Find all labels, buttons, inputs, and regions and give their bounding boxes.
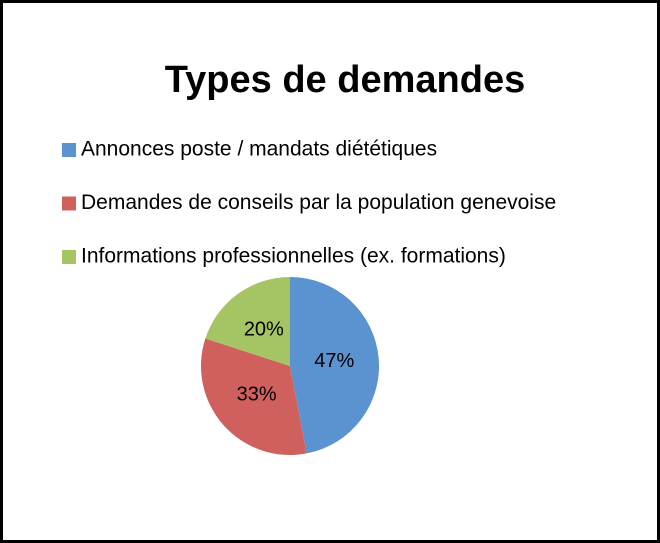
legend-label: Demandes de conseils par la population g… (81, 191, 556, 214)
legend-swatch (62, 196, 76, 211)
legend-label: Informations professionnelles (ex. forma… (81, 245, 506, 268)
pie-slice (205, 277, 290, 366)
legend-swatch (62, 143, 76, 157)
chart-title: Types de demandes (165, 59, 525, 101)
data-label: 33% (237, 384, 277, 406)
data-label: 47% (314, 350, 354, 372)
pie-slice (290, 277, 380, 454)
legend-swatch (62, 250, 76, 264)
data-label: 20% (244, 318, 284, 340)
pie-slice (200, 338, 307, 456)
legend-label: Annonces poste / mandats diététiques (81, 138, 437, 161)
